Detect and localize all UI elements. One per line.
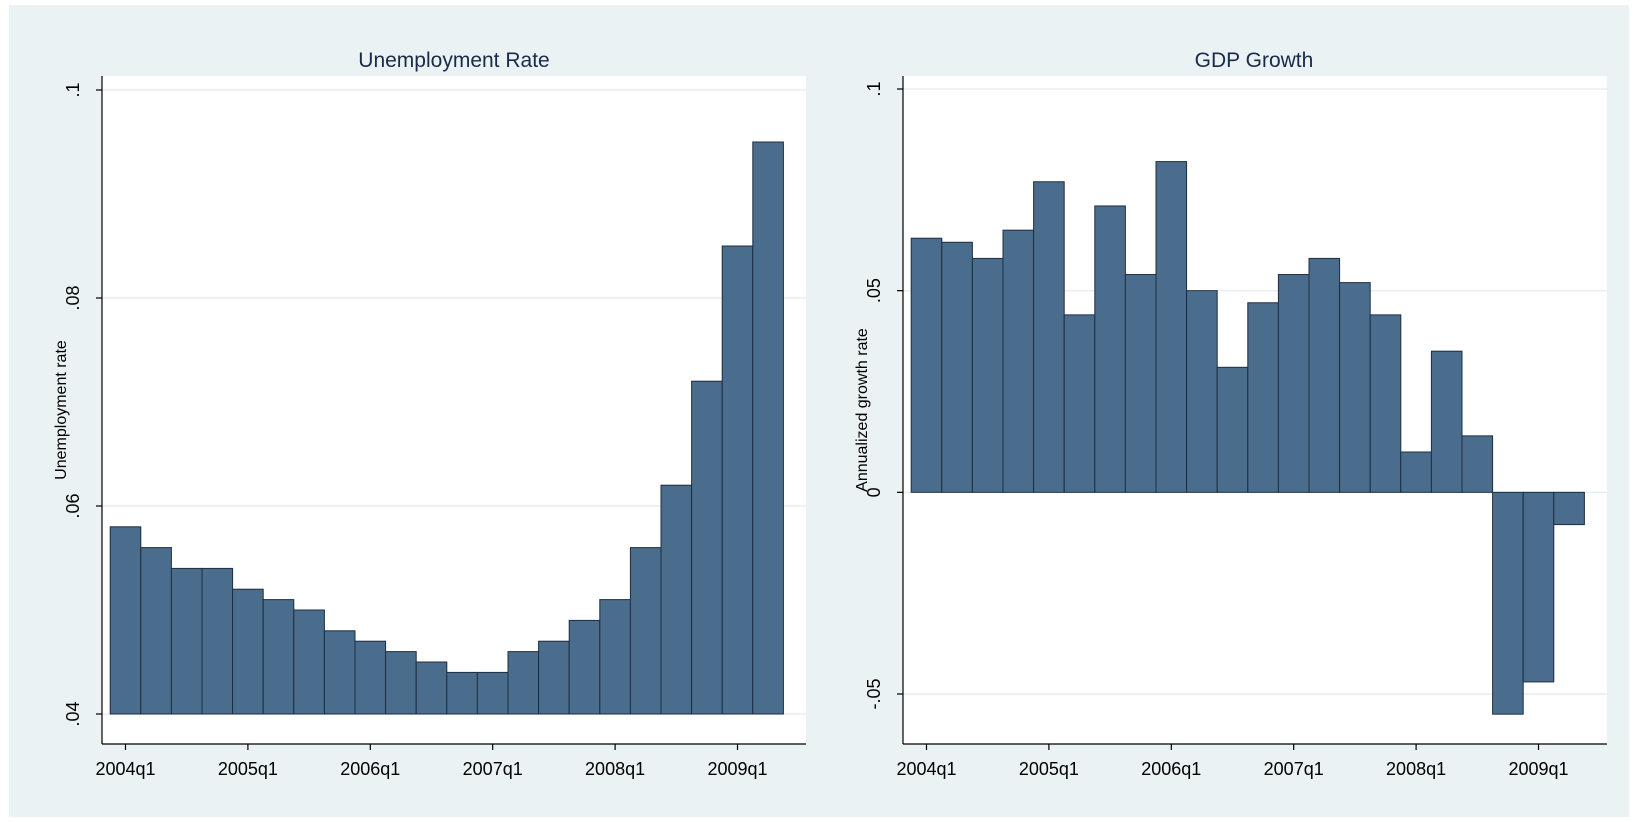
bars [910,161,1585,715]
x-tick-label: 2004q1 [95,759,155,779]
bar-2005q3 [1094,205,1126,493]
bar-2008q2 [629,547,662,715]
bar-2007q4 [568,619,601,715]
x-tick-label: 2004q1 [896,759,956,779]
chart-unemployment-rate: .04 .06 .08 .1 2004q1 2005q1 2006q1 2007q1 2008… [53,49,806,779]
bar-2007q2 [507,651,540,715]
x-tick-label: 2008q1 [585,759,645,779]
bar-2007q3 [1339,282,1371,493]
x-tick-label: 2007q1 [1264,759,1324,779]
bar-2004q2 [941,241,973,493]
y-tick-label: .1 [63,82,83,97]
bar-2005q4 [1124,274,1157,493]
y-axis-ticks: .04 .06 .08 .1 [63,82,102,727]
bar-2004q2 [140,547,172,715]
y-tick-label: .08 [63,285,83,310]
bar-2006q4 [446,671,478,715]
bar-2005q2 [262,599,295,715]
x-tick-label: 2006q1 [1141,759,1201,779]
bar-2006q1 [354,640,387,715]
x-tick-label: 2009q1 [1508,759,1568,779]
bar-2006q1 [1155,161,1188,493]
chart-title: Unemployment Rate [358,49,549,72]
x-tick-label: 2009q1 [707,759,767,779]
x-tick-label: 2006q1 [340,759,400,779]
bar-2006q2 [1186,290,1218,493]
bar-2005q3 [293,609,325,715]
bar-2008q3 [660,484,693,715]
bar-2006q4 [1247,302,1279,493]
y-tick-label: -.05 [864,678,884,709]
y-tick-label: .06 [63,493,83,518]
bar-2007q1 [1277,274,1310,493]
bar-2008q2 [1430,350,1463,493]
bar-2008q4 [1492,491,1524,715]
bar-2005q4 [323,630,356,715]
bars [109,141,784,715]
y-tick-label: .04 [63,701,83,726]
bar-2004q1 [109,526,142,715]
x-tick-label: 2005q1 [1019,759,1079,779]
bar-2008q4 [691,380,723,715]
y-axis-label: Unemployment rate [53,340,70,480]
y-axis-ticks: -.05 0 .05 .1 [864,81,903,710]
y-tick-label: .1 [864,81,884,96]
bar-2005q1 [232,588,264,715]
bar-2009q2 [752,141,784,715]
x-axis-ticks: 2004q1 2005q1 2006q1 2007q1 2008q1 2009q1 [896,744,1569,779]
y-tick-label: .05 [864,278,884,303]
bar-2006q2 [385,651,417,715]
x-tick-label: 2008q1 [1386,759,1446,779]
x-tick-label: 2005q1 [218,759,278,779]
bar-2004q4 [201,567,234,715]
bar-2008q1 [599,599,631,715]
bar-2007q1 [476,671,509,715]
chart-gdp-growth: -.05 0 .05 .1 2004q1 2005q1 2006q1 2007q1 2008q… [854,49,1607,779]
bar-2007q3 [538,640,570,715]
bar-2008q3 [1461,435,1494,493]
y-axis-label: Annualized growth rate [854,328,871,492]
x-tick-label: 2007q1 [463,759,523,779]
bar-2009q1 [721,245,754,715]
bar-2009q2 [1553,491,1585,526]
bar-2007q2 [1308,257,1341,493]
bar-2004q3 [170,567,203,715]
x-axis-ticks: 2004q1 2005q1 2006q1 2007q1 2008q1 2009q1 [95,744,768,779]
bar-2005q2 [1063,314,1096,493]
y-tick-label: 0 [864,487,884,497]
bar-2006q3 [1216,366,1249,493]
chart-title: GDP Growth [1195,49,1314,72]
bar-2006q3 [415,661,448,715]
bar-2008q1 [1400,451,1432,493]
bar-2009q1 [1522,491,1555,683]
bar-2007q4 [1369,314,1402,493]
bar-2004q4 [1002,229,1035,493]
bar-2004q1 [910,237,943,493]
bar-2005q1 [1033,181,1065,493]
bar-2004q3 [971,257,1004,493]
